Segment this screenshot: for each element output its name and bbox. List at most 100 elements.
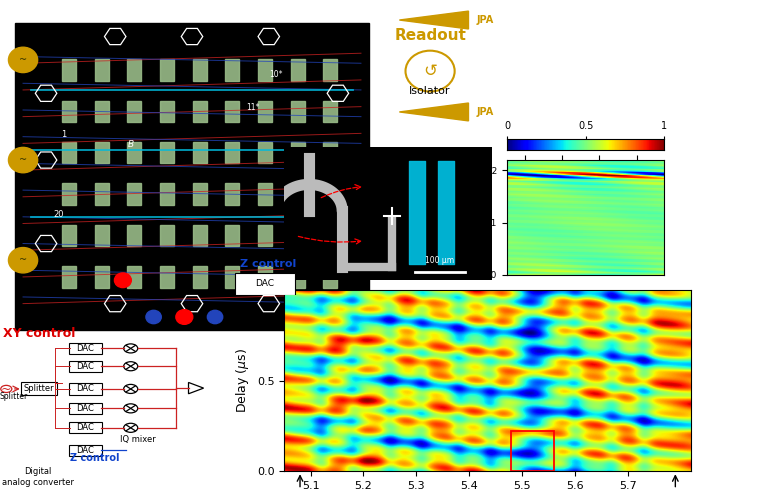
Circle shape [8, 147, 38, 173]
Text: DAC: DAC [77, 404, 94, 413]
Circle shape [8, 247, 38, 273]
Text: DAC: DAC [77, 362, 94, 371]
Text: DAC: DAC [77, 423, 94, 432]
Polygon shape [15, 23, 369, 330]
Text: ~: ~ [1, 382, 12, 395]
Polygon shape [193, 266, 207, 288]
Polygon shape [226, 59, 240, 81]
Polygon shape [193, 59, 207, 81]
Polygon shape [290, 101, 304, 122]
FancyBboxPatch shape [69, 403, 102, 414]
Text: ~: ~ [19, 55, 27, 65]
Polygon shape [62, 184, 76, 205]
FancyBboxPatch shape [22, 382, 57, 395]
FancyBboxPatch shape [69, 445, 102, 456]
Text: Splitter: Splitter [0, 392, 28, 401]
Circle shape [114, 273, 131, 288]
Polygon shape [290, 59, 304, 81]
Polygon shape [127, 225, 141, 246]
Polygon shape [193, 225, 207, 246]
Text: Isolator: Isolator [409, 86, 451, 96]
Polygon shape [399, 103, 468, 121]
Polygon shape [160, 142, 174, 164]
Polygon shape [323, 184, 337, 205]
Text: Z control: Z control [240, 259, 296, 269]
Text: JPA: JPA [476, 15, 493, 25]
Polygon shape [62, 101, 76, 122]
Circle shape [207, 310, 223, 324]
Text: DAC: DAC [77, 344, 94, 353]
Y-axis label: Delay ($\mu$s): Delay ($\mu$s) [234, 348, 251, 413]
Text: IQ mixer: IQ mixer [121, 436, 156, 444]
Text: ↺: ↺ [423, 62, 437, 80]
Text: 10*: 10* [269, 70, 283, 79]
Polygon shape [323, 142, 337, 164]
Polygon shape [95, 225, 109, 246]
Polygon shape [95, 59, 109, 81]
Polygon shape [160, 59, 174, 81]
Polygon shape [160, 266, 174, 288]
Text: 11*: 11* [246, 103, 259, 112]
Text: DAC: DAC [256, 279, 274, 288]
Polygon shape [258, 184, 272, 205]
Polygon shape [127, 184, 141, 205]
Bar [511, 432, 554, 471]
Polygon shape [127, 101, 141, 122]
Polygon shape [95, 184, 109, 205]
Polygon shape [226, 184, 240, 205]
Polygon shape [193, 184, 207, 205]
Polygon shape [160, 101, 174, 122]
Polygon shape [290, 225, 304, 246]
Polygon shape [62, 225, 76, 246]
Polygon shape [127, 59, 141, 81]
Text: 20: 20 [54, 210, 65, 219]
Polygon shape [323, 101, 337, 122]
Text: DAC: DAC [77, 384, 94, 393]
Polygon shape [62, 266, 76, 288]
Polygon shape [258, 266, 272, 288]
Polygon shape [95, 101, 109, 122]
Polygon shape [323, 225, 337, 246]
Text: ~: ~ [19, 255, 27, 265]
Polygon shape [226, 225, 240, 246]
Text: 1: 1 [61, 130, 67, 138]
Polygon shape [290, 184, 304, 205]
Text: DAC: DAC [77, 446, 94, 455]
FancyBboxPatch shape [235, 273, 295, 295]
Y-axis label: Delay ($\mu$s): Delay ($\mu$s) [463, 191, 477, 243]
Text: 100 μm: 100 μm [425, 256, 454, 265]
Text: JPA: JPA [476, 107, 493, 117]
Polygon shape [258, 142, 272, 164]
FancyBboxPatch shape [69, 343, 102, 354]
Text: Digital
analog converter: Digital analog converter [2, 467, 74, 487]
Polygon shape [226, 266, 240, 288]
Polygon shape [226, 142, 240, 164]
Polygon shape [323, 59, 337, 81]
Polygon shape [290, 142, 304, 164]
Polygon shape [160, 225, 174, 246]
Text: XY control: XY control [2, 327, 75, 340]
Circle shape [8, 47, 38, 73]
Polygon shape [95, 142, 109, 164]
Text: Splitter: Splitter [24, 384, 55, 393]
Polygon shape [127, 142, 141, 164]
FancyBboxPatch shape [69, 360, 102, 372]
Text: Readout: Readout [394, 28, 466, 44]
Polygon shape [95, 266, 109, 288]
Polygon shape [127, 266, 141, 288]
Circle shape [176, 310, 193, 325]
Polygon shape [193, 101, 207, 122]
FancyBboxPatch shape [69, 383, 102, 395]
Text: B: B [127, 140, 134, 149]
Polygon shape [62, 59, 76, 81]
Text: Z control: Z control [71, 453, 120, 463]
Polygon shape [399, 11, 468, 29]
Circle shape [146, 310, 161, 324]
Polygon shape [226, 101, 240, 122]
Polygon shape [290, 266, 304, 288]
Polygon shape [62, 142, 76, 164]
FancyBboxPatch shape [69, 422, 102, 434]
Polygon shape [323, 266, 337, 288]
Text: ~: ~ [19, 155, 27, 165]
Polygon shape [258, 59, 272, 81]
